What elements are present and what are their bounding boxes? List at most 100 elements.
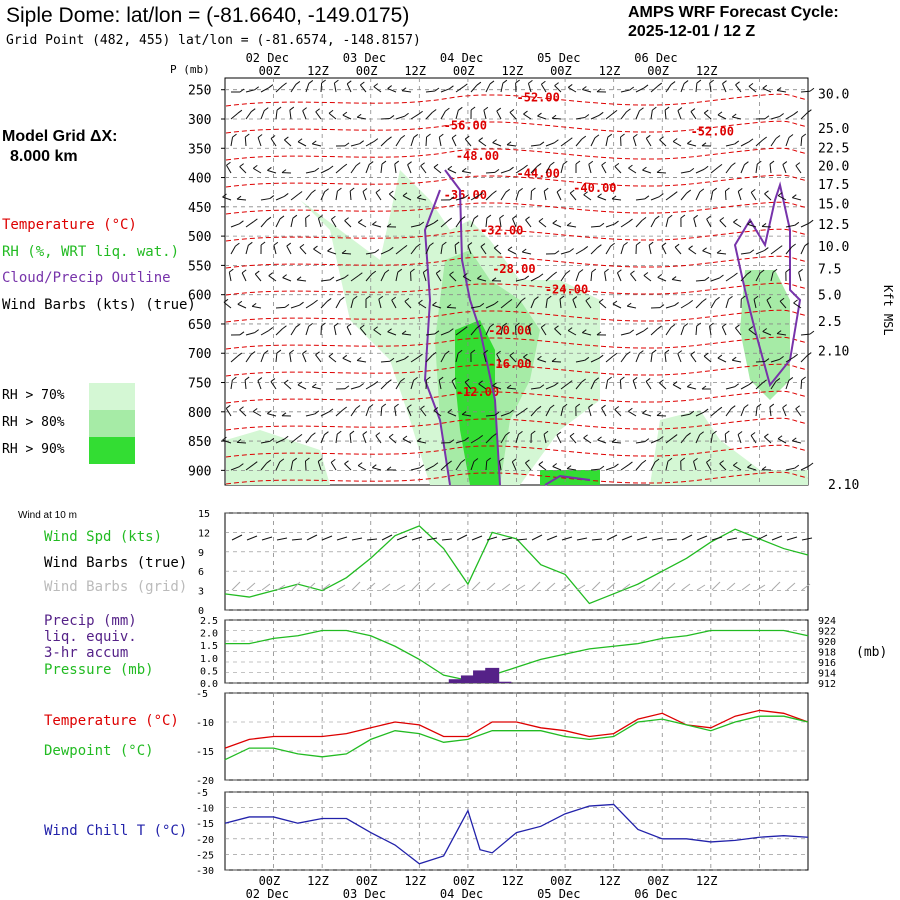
wind-barb-flag (769, 160, 775, 165)
wind-barb-flag (569, 432, 575, 437)
wind-barb (514, 325, 517, 336)
wind-barb-flag (232, 133, 237, 138)
wind-barb-flag (809, 330, 815, 335)
wind-barb-flag (656, 412, 662, 416)
wind-barb-flag (308, 80, 314, 84)
cloud-outline-right-region (733, 181, 802, 388)
wind-barb-flag (537, 355, 542, 360)
wind-barb (567, 87, 577, 93)
wind-barb-flag (656, 168, 662, 173)
wind-barb-flag (703, 352, 709, 357)
wind-barb (515, 167, 524, 174)
wind-barb-flag (788, 377, 794, 381)
wind-barb-flag (239, 331, 245, 336)
legend-temperature: Temperature (°C) (2, 217, 137, 233)
precip-ytick-label: 1.5 (200, 641, 218, 652)
bottom-day-label: 04 Dec (440, 887, 483, 900)
wind-barb-flag (559, 295, 565, 300)
wind-barb (554, 328, 562, 336)
wind-barb (380, 139, 388, 147)
wind-barb-flag (431, 109, 437, 113)
wind-barb-flag (794, 221, 800, 226)
wind-barb-flag (777, 245, 783, 250)
wind-barb-flag (244, 376, 250, 381)
wind-barb-flag (328, 109, 334, 114)
wind-barb-flag (538, 461, 544, 465)
wind-barb (320, 279, 330, 282)
wind-barb-flag (282, 325, 287, 330)
wind-barb-flag (373, 326, 378, 331)
wind-barb-flag (311, 140, 317, 145)
wind-barb (440, 220, 449, 228)
wind-barb-flag (378, 295, 384, 300)
wind-10m-barb-grid (636, 584, 646, 591)
wind-barb (537, 358, 547, 363)
wind-panel-ytick-label: 12 (198, 528, 210, 539)
temperature-contour-label: -40.00 (573, 181, 616, 195)
wind-barb-flag (541, 80, 546, 85)
wind-barb (515, 191, 520, 201)
wind-barb-flag (410, 268, 415, 273)
wind-barb (362, 434, 367, 444)
wind-barb-flag (791, 243, 796, 248)
wind-barb (635, 110, 640, 120)
wind-barb-flag (722, 80, 727, 85)
wind-barb-flag (433, 462, 439, 467)
wind-barb-flag (357, 219, 363, 223)
wind-barb-flag (680, 214, 686, 219)
wind-barb (665, 218, 669, 228)
wind-barb-flag (473, 458, 479, 462)
wind-barb-flag (719, 460, 724, 464)
bottom-day-label: 02 Dec (246, 887, 289, 900)
bottom-hour-label: 12Z (307, 874, 329, 888)
wind-barb-flag (493, 300, 499, 305)
top-day-label: 05 Dec (537, 51, 580, 65)
wind-barb-flag (252, 408, 258, 412)
wind-barb-flag (730, 405, 736, 410)
wind-barb-flag (457, 349, 463, 354)
wind-barb-flag (808, 462, 814, 467)
wind-barb-flag (696, 322, 702, 327)
wind-barb-flag (447, 165, 453, 170)
wind-barb-flag (540, 323, 546, 328)
wind-barb-flag (315, 351, 320, 356)
wind-barb-flag (311, 383, 317, 388)
wind-barb (605, 355, 614, 363)
wind-barb (620, 354, 627, 363)
wind-barb-flag (493, 244, 499, 249)
wind-barb (500, 192, 507, 201)
wind-barb-flag (292, 457, 298, 462)
wind-barb-flag (515, 79, 520, 84)
wind-barb-flag (552, 271, 558, 276)
wind-barb-flag (539, 384, 545, 389)
wind-barb-flag (257, 377, 263, 381)
rh-zone-right-surface (650, 410, 808, 485)
pressure-tick-label: 650 (188, 318, 211, 333)
wind-10m-barb-grid (456, 584, 466, 591)
wind-barb-flag (607, 376, 612, 381)
wind-barb (672, 384, 682, 390)
rh-zone-surface (226, 430, 330, 485)
bottom-hour-label: 12Z (404, 874, 426, 888)
label-wind-chill: Wind Chill T (°C) (44, 823, 188, 839)
wind-barb (410, 380, 415, 390)
wind-barb-flag (447, 408, 453, 413)
wind-barb-flag (639, 350, 644, 355)
wind-10m-barb-true (411, 536, 423, 541)
wind-barb (695, 279, 706, 282)
wind-barb (664, 109, 667, 120)
wind-barb-flag (528, 79, 533, 84)
wind-barb-flag (344, 460, 349, 465)
wind-barb-flag (253, 218, 258, 223)
wind-barb-flag (386, 223, 392, 228)
wind-barb-flag (492, 433, 497, 438)
wind-barb-flag (658, 436, 664, 440)
wind-barb-flag (389, 115, 395, 119)
wind-10m-barb-true (486, 536, 498, 541)
wind-10m-barb-grid (501, 583, 511, 591)
wind-barb-flag (373, 138, 379, 143)
wind-10m-barb-true (696, 535, 708, 541)
wind-barb (422, 272, 427, 282)
wind-barb (560, 407, 564, 417)
wind-barb (320, 168, 330, 174)
